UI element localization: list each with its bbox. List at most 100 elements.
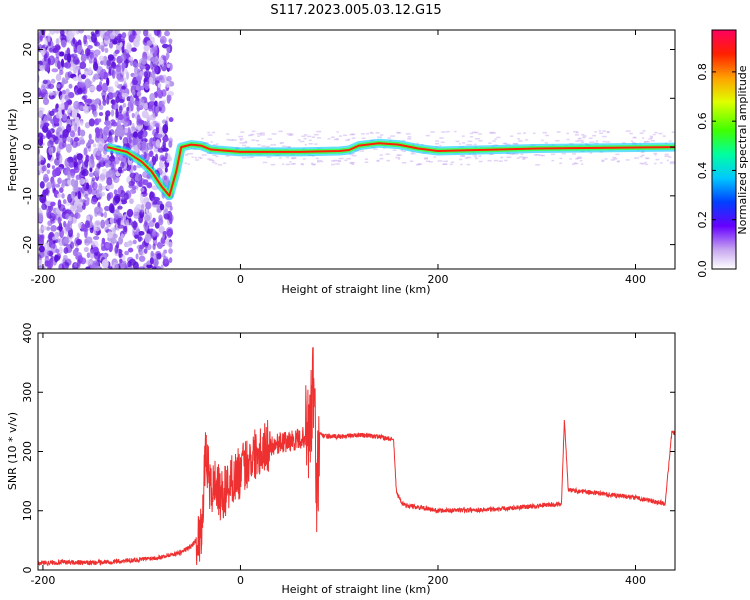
haze-pixel — [458, 143, 462, 145]
haze-pixel — [505, 143, 511, 146]
noise-blob — [101, 258, 109, 269]
noise-blob — [59, 187, 64, 194]
haze-pixel — [212, 154, 217, 156]
haze-pixel — [462, 142, 466, 144]
noise-blob — [112, 92, 118, 98]
noise-blob — [47, 220, 53, 227]
noise-blob — [93, 49, 101, 56]
noise-blob — [56, 83, 61, 89]
noise-blob — [65, 223, 71, 232]
haze-pixel — [478, 140, 483, 142]
noise-blob — [158, 57, 164, 65]
haze-pixel — [231, 139, 237, 141]
noise-blob — [42, 79, 48, 85]
haze-pixel — [668, 156, 672, 158]
haze-pixel — [335, 163, 340, 165]
noise-blob — [117, 166, 123, 174]
haze-pixel — [352, 154, 357, 157]
noise-blob — [107, 231, 114, 239]
noise-blob — [133, 38, 138, 47]
noise-blob — [122, 260, 127, 267]
noise-blob — [77, 190, 82, 200]
noise-blob — [78, 136, 85, 144]
noise-blob — [98, 183, 103, 193]
haze-pixel — [207, 131, 211, 134]
noise-blob — [156, 242, 164, 248]
haze-pixel — [461, 135, 465, 137]
haze-pixel — [208, 159, 214, 161]
haze-pixel — [308, 139, 312, 142]
haze-pixel — [337, 160, 342, 163]
noise-blob — [56, 193, 62, 198]
noise-blob — [63, 236, 70, 245]
noise-blob — [135, 253, 139, 260]
noise-blob — [105, 242, 110, 249]
haze-pixel — [475, 157, 479, 160]
noise-blob — [168, 248, 173, 254]
haze-pixel — [186, 153, 190, 155]
haze-pixel — [304, 143, 307, 146]
noise-blob — [146, 264, 153, 269]
haze-pixel — [229, 139, 234, 141]
haze-pixel — [223, 162, 227, 164]
noise-blob — [86, 182, 90, 190]
haze-pixel — [512, 152, 516, 155]
noise-blob — [50, 78, 56, 84]
noise-blob — [108, 135, 114, 144]
noise-blob — [124, 127, 129, 134]
noise-blob — [68, 161, 75, 168]
noise-blob — [157, 147, 165, 153]
haze-pixel — [313, 133, 319, 136]
noise-blob — [168, 80, 175, 87]
noise-blob — [39, 159, 45, 166]
haze-pixel — [270, 163, 276, 166]
haze-pixel — [577, 137, 581, 140]
noise-blob — [164, 167, 168, 173]
x-tick-label: -200 — [30, 273, 55, 286]
noise-blob — [159, 203, 165, 211]
haze-pixel — [425, 134, 430, 137]
haze-pixel — [361, 133, 365, 135]
noise-blob — [143, 102, 148, 110]
noise-blob — [43, 176, 50, 182]
haze-pixel — [395, 156, 401, 159]
haze-pixel — [238, 135, 243, 138]
noise-blob — [68, 215, 72, 222]
noise-blob — [130, 47, 137, 52]
haze-pixel — [290, 133, 294, 136]
haze-pixel — [349, 153, 353, 156]
haze-pixel — [449, 163, 453, 166]
spectrogram-y-ticks: -20 -10 0 10 20 — [21, 43, 675, 254]
noise-blob — [150, 61, 154, 70]
haze-pixel — [642, 130, 646, 132]
haze-pixel — [320, 160, 324, 163]
noise-blob — [54, 254, 59, 263]
haze-pixel — [443, 160, 449, 163]
noise-blob — [123, 192, 129, 201]
colorbar-tick-label: 0.0 — [696, 260, 709, 278]
noise-blob — [140, 193, 144, 204]
haze-pixel — [407, 136, 412, 138]
noise-blob — [155, 90, 159, 99]
haze-pixel — [489, 153, 493, 156]
noise-blob — [162, 258, 170, 267]
noise-blob — [132, 165, 137, 171]
haze-pixel — [493, 159, 499, 162]
haze-pixel — [577, 156, 582, 159]
haze-pixel — [302, 158, 306, 160]
haze-pixel — [331, 136, 335, 139]
haze-pixel — [466, 163, 471, 166]
noise-blob — [38, 110, 44, 119]
haze-pixel — [271, 133, 277, 135]
noise-blob — [136, 91, 142, 97]
noise-blob — [67, 178, 73, 186]
noise-blob — [118, 98, 125, 104]
noise-blob — [107, 54, 115, 61]
colorbar: 0.0 0.2 0.4 0.6 0.8 Normalized spectral ampl… — [696, 29, 749, 278]
spectrogram-heatmap — [38, 30, 675, 269]
noise-blob — [128, 34, 135, 43]
haze-pixel — [541, 139, 544, 142]
noise-blob — [64, 258, 72, 266]
noise-blob — [61, 193, 65, 199]
noise-blob — [94, 127, 100, 135]
